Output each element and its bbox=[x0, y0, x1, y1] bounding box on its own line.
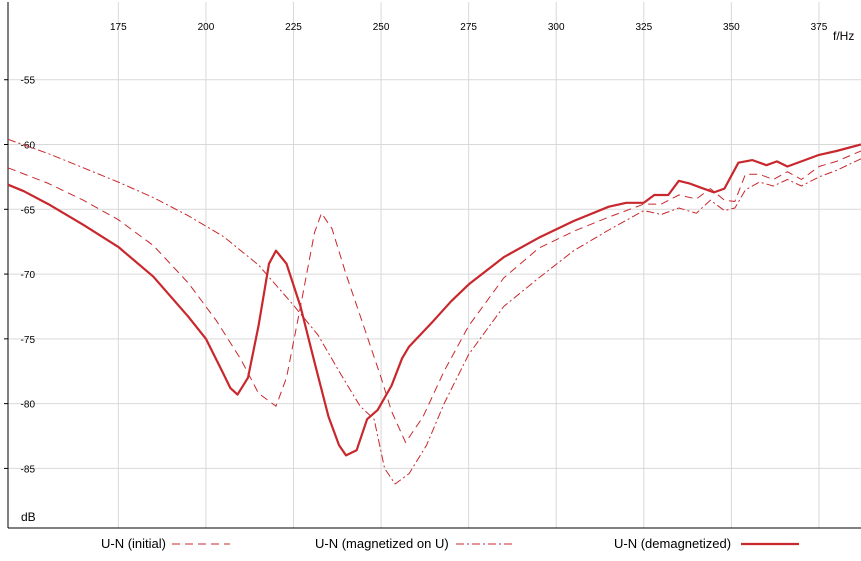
x-tick-label-300: 300 bbox=[548, 22, 565, 33]
series-line-demagnetized bbox=[7, 143, 861, 457]
y-axis-label: dB bbox=[21, 510, 36, 524]
x-axis-label: f/Hz bbox=[833, 29, 854, 43]
y-tick-label-80: -80 bbox=[21, 400, 36, 411]
legend-item-initial: U-N (initial) bbox=[101, 536, 230, 551]
legend-label-demagnetized: U-N (demagnetized) bbox=[614, 536, 731, 551]
x-tick-label-175: 175 bbox=[110, 22, 127, 33]
y-tick-label-85: -85 bbox=[21, 464, 36, 475]
axes bbox=[7, 2, 861, 529]
legend: U-N (initial) U-N (magnetized on U) U-N … bbox=[101, 536, 799, 551]
grid bbox=[4, 2, 861, 528]
x-tick-label-375: 375 bbox=[811, 22, 828, 33]
legend-label-initial: U-N (initial) bbox=[101, 536, 166, 551]
x-tick-label-325: 325 bbox=[635, 22, 652, 33]
x-tick-labels: 175 200 225 250 275 300 325 350 375 bbox=[110, 22, 828, 33]
legend-label-magnetized: U-N (magnetized on U) bbox=[315, 536, 449, 551]
x-tick-label-350: 350 bbox=[723, 22, 740, 33]
series-layer bbox=[7, 138, 861, 485]
y-tick-label-75: -75 bbox=[21, 335, 36, 346]
x-tick-label-225: 225 bbox=[285, 22, 302, 33]
x-tick-label-200: 200 bbox=[198, 22, 215, 33]
legend-item-demagnetized: U-N (demagnetized) bbox=[614, 536, 799, 551]
series-line-initial bbox=[7, 150, 861, 443]
y-tick-label-70: -70 bbox=[21, 270, 36, 281]
legend-item-magnetized: U-N (magnetized on U) bbox=[315, 536, 514, 551]
y-tick-labels: -55-60-65-70-75-80-85 bbox=[21, 76, 36, 476]
x-tick-label-275: 275 bbox=[460, 22, 477, 33]
x-tick-label-250: 250 bbox=[373, 22, 390, 33]
y-tick-label-65: -65 bbox=[21, 205, 36, 216]
y-tick-label-55: -55 bbox=[21, 76, 36, 87]
series-line-magnetized bbox=[7, 138, 861, 485]
